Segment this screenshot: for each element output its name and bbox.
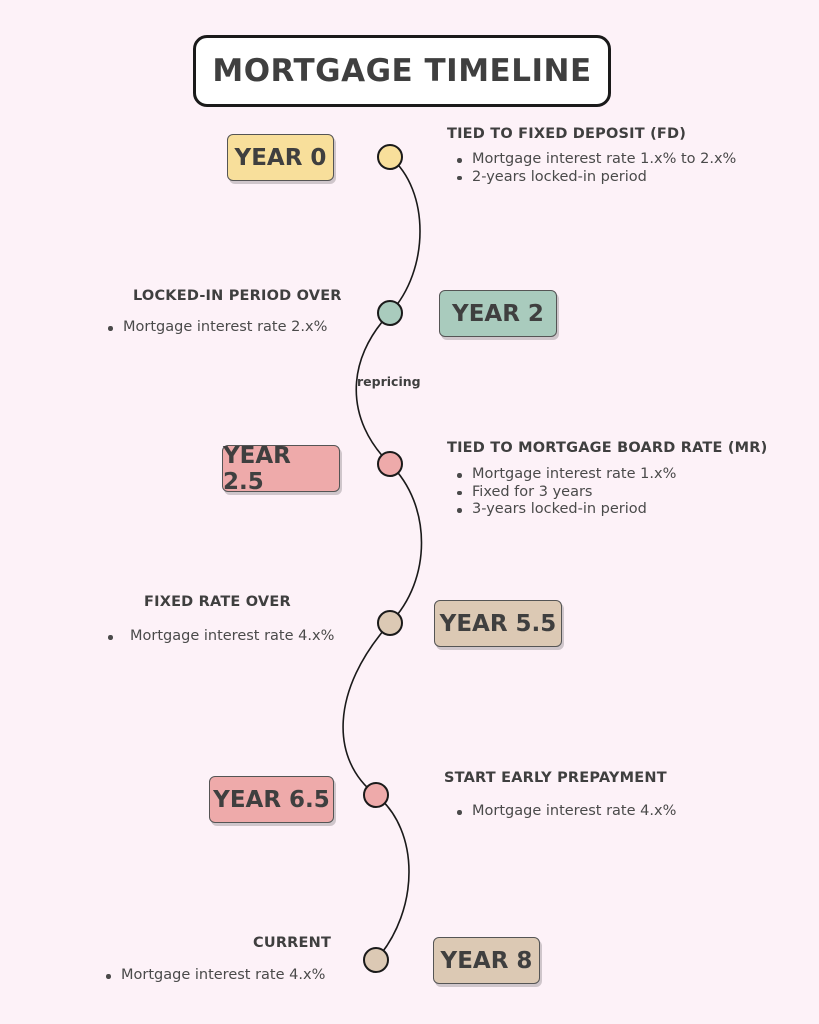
timeline-path [342,156,423,961]
timeline-node-year-8 [363,947,389,973]
bullet-item: Mortgage interest rate 4.x% [104,967,325,985]
bullet-item: Mortgage interest rate 4.x% [106,628,334,646]
milestone-bullets-4: Mortgage interest rate 4.x% [455,803,676,821]
bullet-item: 3-years locked-in period [455,501,676,519]
bullet-item: 2-years locked-in period [455,169,736,187]
timeline-node-year-2 [377,300,403,326]
milestone-heading-4: START EARLY PREPAYMENT [444,770,667,786]
milestone-heading-0: TIED TO FIXED DEPOSIT (FD) [447,126,687,142]
milestone-bullets-1: Mortgage interest rate 2.x% [106,319,327,337]
milestone-heading-1: LOCKED-IN PERIOD OVER [133,288,342,304]
timeline-node-year-2-5 [377,451,403,477]
timeline-node-year-6-5 [363,782,389,808]
year-badge-1: YEAR 2 [439,290,557,337]
milestone-bullets-0: Mortgage interest rate 1.x% to 2.x% 2-ye… [455,151,736,186]
bullet-item: Mortgage interest rate 1.x% to 2.x% [455,151,736,169]
milestone-heading-2: TIED TO MORTGAGE BOARD RATE (MR) [447,440,768,456]
bullet-item: Fixed for 3 years [455,484,676,502]
year-badge-5: YEAR 8 [433,937,540,984]
milestone-bullets-5: Mortgage interest rate 4.x% [104,967,325,985]
milestone-bullets-2: Mortgage interest rate 1.x% Fixed for 3 … [455,466,676,519]
bullet-item: Mortgage interest rate 4.x% [455,803,676,821]
page-title: MORTGAGE TIMELINE [193,35,611,107]
bullet-item: Mortgage interest rate 1.x% [455,466,676,484]
milestone-heading-5: CURRENT [253,935,332,951]
year-badge-3: YEAR 5.5 [434,600,562,647]
bullet-item: Mortgage interest rate 2.x% [106,319,327,337]
year-badge-2: YEAR 2.5 [222,443,340,495]
year-badge-4: YEAR 6.5 [209,776,334,823]
timeline-node-year-0 [377,144,403,170]
year-badge-0: YEAR 0 [227,134,334,181]
repricing-label: repricing [357,374,421,389]
milestone-heading-3: FIXED RATE OVER [144,594,291,610]
timeline-node-year-5-5 [377,610,403,636]
milestone-bullets-3: Mortgage interest rate 4.x% [106,628,334,646]
